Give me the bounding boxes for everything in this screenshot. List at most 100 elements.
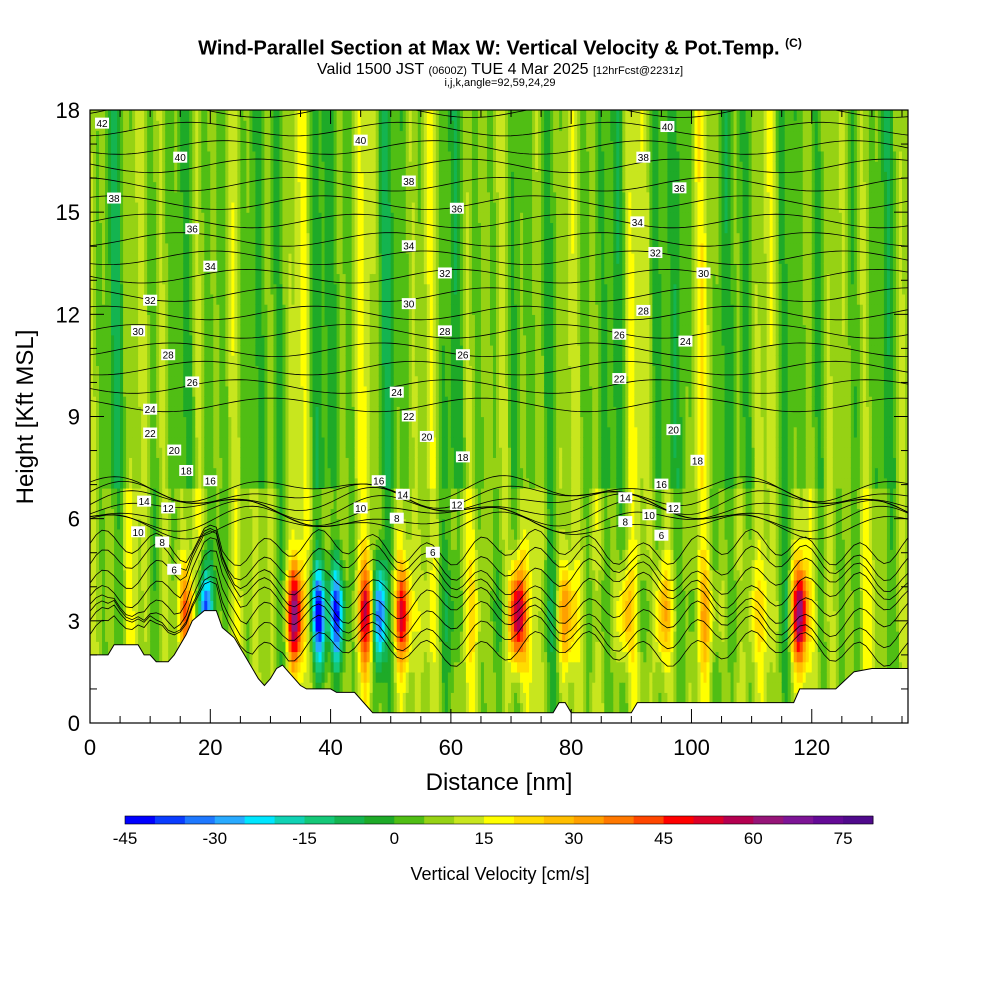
field-cell	[168, 365, 172, 377]
field-cell	[228, 508, 232, 520]
field-cell	[267, 631, 272, 642]
field-cell	[117, 457, 121, 469]
field-cell	[315, 324, 320, 336]
field-cell	[108, 201, 112, 213]
field-cell	[273, 242, 278, 254]
field-cell	[162, 620, 166, 632]
field-cell	[189, 242, 193, 254]
field-cell	[99, 569, 103, 581]
field-cell	[258, 263, 263, 275]
field-cell	[264, 181, 269, 193]
field-cell	[198, 283, 202, 295]
field-cell	[129, 518, 133, 530]
field-cell	[183, 610, 187, 622]
field-cell	[132, 171, 136, 183]
field-cell	[228, 488, 232, 499]
field-cell	[132, 477, 136, 489]
field-cell	[123, 150, 127, 162]
field-cell	[180, 283, 184, 295]
field-cell	[183, 518, 187, 530]
field-cell	[204, 467, 208, 479]
field-cell	[324, 201, 329, 213]
field-cell	[279, 457, 284, 469]
field-cell	[183, 488, 187, 499]
field-cell	[162, 242, 166, 254]
field-cell	[273, 304, 278, 315]
field-cell	[213, 283, 217, 295]
field-cell	[312, 549, 317, 561]
field-cell	[93, 344, 97, 356]
field-cell	[273, 212, 278, 223]
field-cell	[93, 212, 97, 223]
field-cell	[297, 600, 302, 612]
field-cell	[261, 416, 266, 428]
field-cell	[273, 273, 278, 285]
field-cell	[225, 590, 229, 601]
field-cell	[219, 365, 223, 377]
field-cell	[99, 620, 103, 632]
field-cell	[291, 559, 296, 571]
field-cell	[273, 528, 278, 540]
field-cell	[267, 222, 272, 234]
field-cell	[312, 140, 317, 152]
field-cell	[300, 488, 305, 499]
field-cell	[309, 396, 314, 407]
field-cell	[129, 273, 133, 285]
field-cell	[327, 600, 332, 612]
field-cell	[285, 191, 290, 203]
field-cell	[102, 477, 106, 489]
field-cell	[300, 161, 305, 172]
field-cell	[309, 120, 314, 132]
field-cell	[216, 130, 220, 142]
field-cell	[117, 171, 121, 183]
field-cell	[312, 661, 317, 673]
field-cell	[273, 314, 278, 326]
field-cell	[285, 253, 290, 264]
field-cell	[90, 222, 94, 234]
field-cell	[237, 488, 241, 499]
field-cell	[285, 355, 290, 367]
field-cell	[297, 334, 302, 346]
field-cell	[273, 488, 278, 499]
field-cell	[249, 212, 253, 223]
field-cell	[240, 436, 244, 448]
field-cell	[270, 610, 275, 622]
field-cell	[306, 406, 311, 418]
field-cell	[123, 488, 127, 499]
field-cell	[114, 110, 118, 121]
field-cell	[216, 140, 220, 152]
field-cell	[294, 344, 299, 356]
field-cell	[183, 273, 187, 285]
field-cell	[288, 150, 293, 162]
field-cell	[99, 242, 103, 254]
field-cell	[189, 110, 193, 121]
field-cell	[273, 355, 278, 367]
field-cell	[282, 569, 287, 581]
field-cell	[132, 375, 136, 387]
field-cell	[222, 130, 226, 142]
field-cell	[114, 631, 118, 642]
field-cell	[165, 120, 169, 132]
field-cell	[141, 488, 145, 499]
field-cell	[141, 283, 145, 295]
field-cell	[138, 467, 142, 479]
field-cell	[126, 273, 130, 285]
field-cell	[315, 161, 320, 172]
field-cell	[174, 396, 178, 407]
field-cell	[273, 201, 278, 213]
field-cell	[162, 293, 166, 305]
field-cell	[291, 436, 296, 448]
field-cell	[309, 222, 314, 234]
field-cell	[165, 273, 169, 285]
field-cell	[297, 110, 302, 121]
field-cell	[114, 396, 118, 407]
field-cell	[180, 263, 184, 275]
field-cell	[300, 569, 305, 581]
field-cell	[192, 610, 196, 622]
field-cell	[147, 273, 151, 285]
field-cell	[246, 314, 250, 326]
field-cell	[204, 569, 208, 581]
field-cell	[111, 590, 115, 601]
field-cell	[111, 304, 115, 315]
field-cell	[171, 232, 175, 244]
